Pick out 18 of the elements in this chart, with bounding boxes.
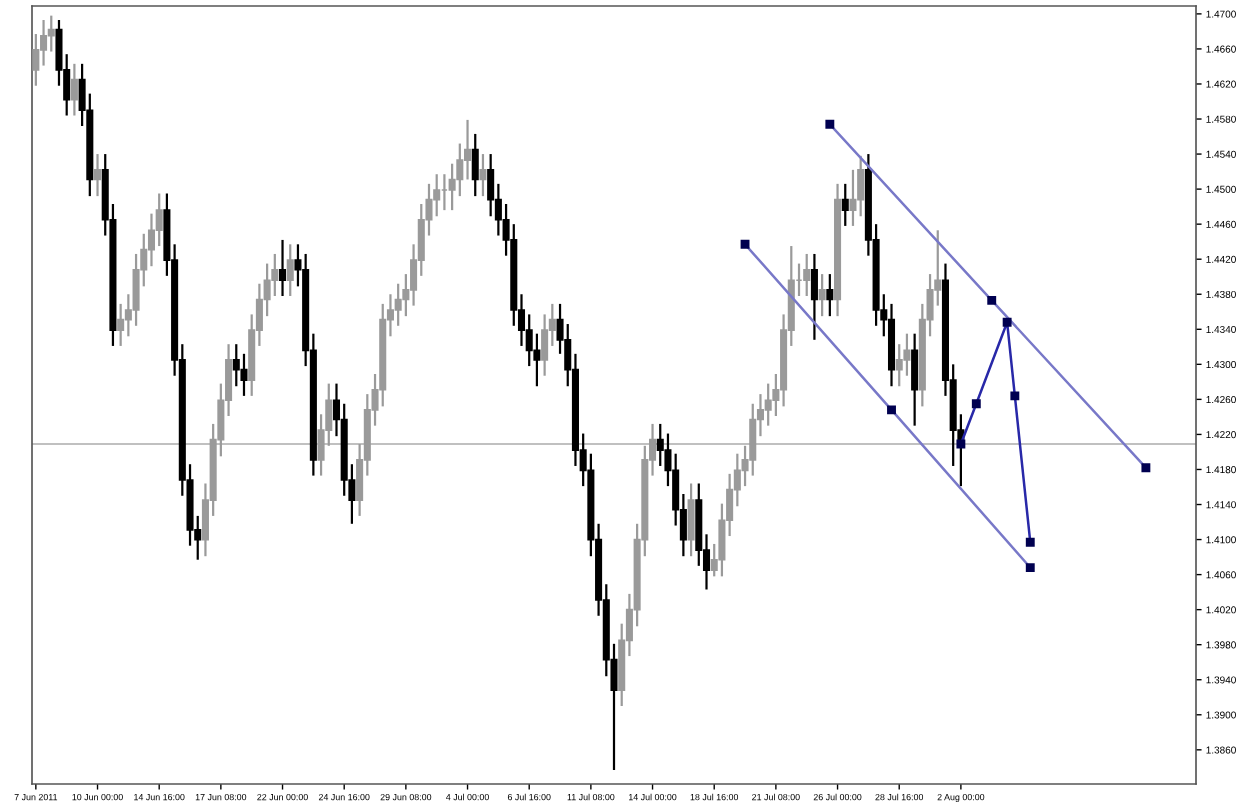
candlestick bbox=[286, 243, 294, 298]
candlestick bbox=[803, 252, 811, 298]
candlestick bbox=[240, 352, 248, 397]
candlestick bbox=[70, 62, 78, 117]
candlestick bbox=[826, 272, 834, 318]
candlestick bbox=[471, 132, 479, 198]
candlestick bbox=[93, 152, 102, 198]
candlestick bbox=[278, 238, 287, 298]
candlestick bbox=[841, 182, 849, 228]
candlestick bbox=[232, 343, 240, 388]
candlestick bbox=[687, 482, 695, 558]
candlestick bbox=[117, 302, 125, 348]
candlestick bbox=[857, 154, 865, 218]
candlestick bbox=[849, 168, 857, 228]
candlestick bbox=[810, 252, 818, 341]
candlestick bbox=[911, 332, 919, 427]
candlestick bbox=[479, 152, 487, 198]
candlestick bbox=[818, 272, 826, 318]
